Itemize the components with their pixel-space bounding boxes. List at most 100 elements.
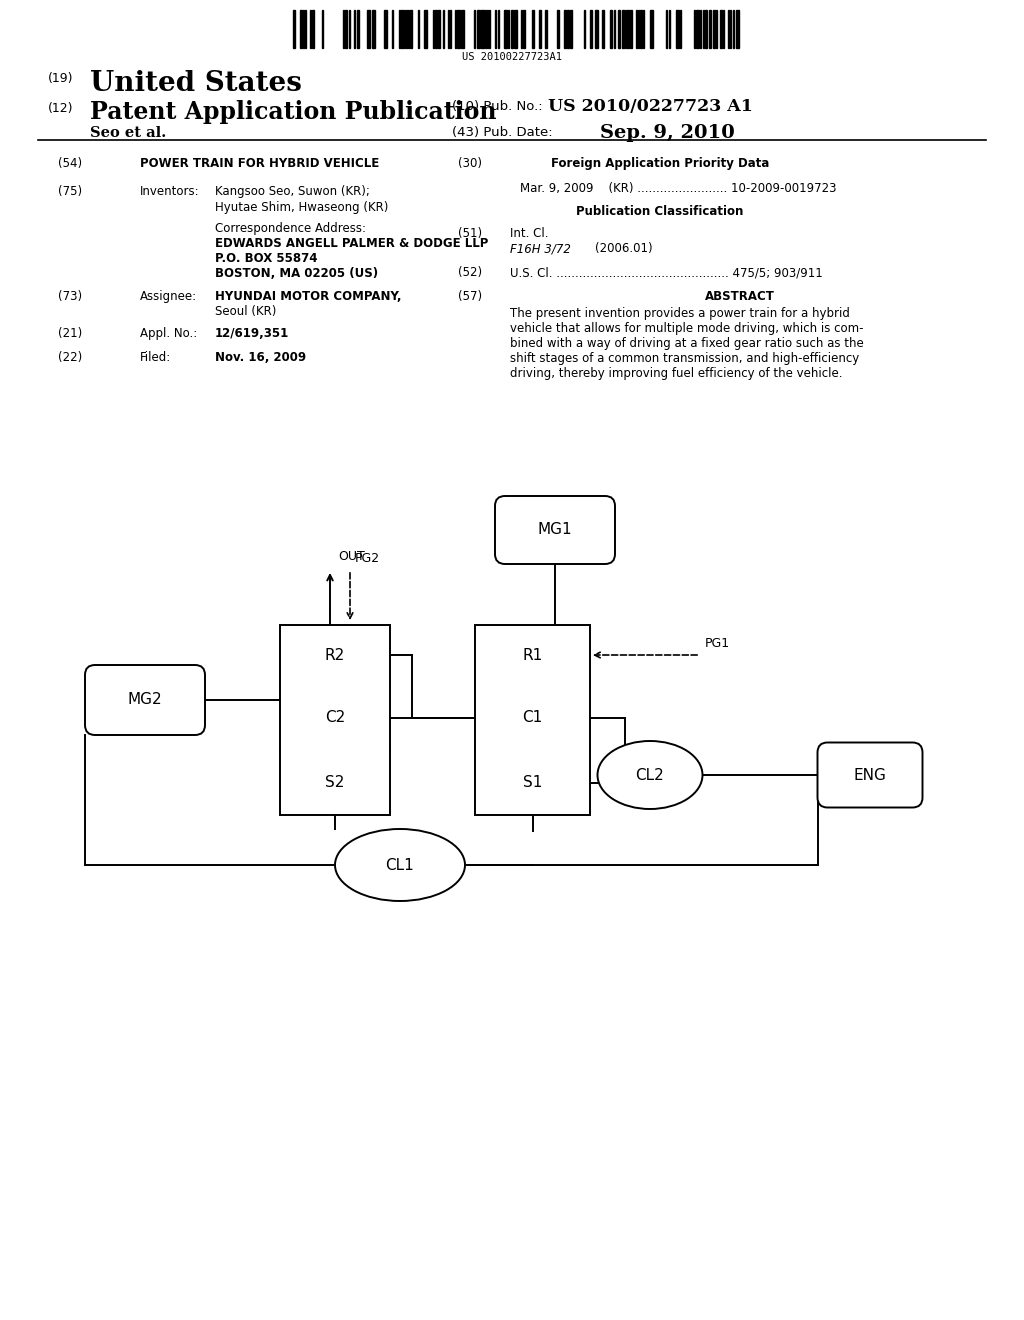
Bar — [595, 11, 598, 48]
Bar — [475, 624, 590, 814]
Bar — [280, 624, 390, 814]
Bar — [610, 11, 612, 48]
Text: PG1: PG1 — [705, 638, 730, 649]
Bar — [457, 11, 460, 48]
Text: vehicle that allows for multiple mode driving, which is com-: vehicle that allows for multiple mode dr… — [510, 322, 863, 335]
Text: (12): (12) — [48, 102, 74, 115]
Text: driving, thereby improving fuel efficiency of the vehicle.: driving, thereby improving fuel efficien… — [510, 367, 843, 380]
Bar — [435, 11, 437, 48]
Bar — [357, 11, 359, 48]
Text: P.O. BOX 55874: P.O. BOX 55874 — [215, 252, 317, 265]
Bar — [640, 11, 642, 48]
Text: OUT: OUT — [338, 550, 365, 564]
Bar — [720, 11, 722, 48]
Text: (10) Pub. No.:: (10) Pub. No.: — [452, 100, 543, 114]
Text: The present invention provides a power train for a hybrid: The present invention provides a power t… — [510, 308, 850, 319]
Bar — [564, 11, 566, 48]
Bar — [567, 11, 569, 48]
Bar — [477, 11, 480, 48]
Bar — [481, 11, 484, 48]
Bar — [300, 11, 302, 48]
Text: C2: C2 — [325, 710, 345, 725]
Text: (30): (30) — [458, 157, 482, 170]
Text: MG2: MG2 — [128, 693, 163, 708]
Bar — [438, 11, 440, 48]
Text: C1: C1 — [522, 710, 543, 725]
Bar — [618, 11, 620, 48]
Text: Publication Classification: Publication Classification — [577, 205, 743, 218]
Bar — [713, 11, 715, 48]
Bar — [590, 11, 592, 48]
Text: S1: S1 — [523, 775, 542, 789]
Bar — [557, 11, 559, 48]
Text: ENG: ENG — [854, 767, 887, 783]
Text: F16H 3/72: F16H 3/72 — [510, 242, 570, 255]
Text: Appl. No.:: Appl. No.: — [140, 327, 198, 341]
Bar — [676, 11, 679, 48]
Text: U.S. Cl. .............................................. 475/5; 903/911: U.S. Cl. ...............................… — [510, 267, 822, 279]
Text: US 2010/0227723 A1: US 2010/0227723 A1 — [548, 98, 753, 115]
Bar — [401, 11, 403, 48]
Bar — [293, 11, 295, 48]
Text: CL1: CL1 — [386, 858, 415, 873]
Bar — [504, 11, 507, 48]
Bar — [532, 11, 534, 48]
Bar — [650, 11, 653, 48]
Bar — [424, 11, 427, 48]
Text: US 20100227723A1: US 20100227723A1 — [462, 51, 562, 62]
Ellipse shape — [335, 829, 465, 902]
Text: (2006.01): (2006.01) — [595, 242, 652, 255]
Bar — [514, 11, 517, 48]
FancyBboxPatch shape — [85, 665, 205, 735]
Text: Inventors:: Inventors: — [140, 185, 200, 198]
Text: (57): (57) — [458, 290, 482, 304]
Bar — [627, 11, 629, 48]
Text: (54): (54) — [58, 157, 82, 170]
FancyBboxPatch shape — [495, 496, 615, 564]
Text: Patent Application Publication: Patent Application Publication — [90, 100, 497, 124]
Text: POWER TRAIN FOR HYBRID VEHICLE: POWER TRAIN FOR HYBRID VEHICLE — [140, 157, 379, 170]
Text: (73): (73) — [58, 290, 82, 304]
Bar — [410, 11, 412, 48]
Bar — [602, 11, 604, 48]
Text: Kangsoo Seo, Suwon (KR);: Kangsoo Seo, Suwon (KR); — [215, 185, 370, 198]
Bar — [696, 11, 699, 48]
Bar — [345, 11, 347, 48]
Text: Hyutae Shim, Hwaseong (KR): Hyutae Shim, Hwaseong (KR) — [215, 201, 388, 214]
Bar — [312, 11, 314, 48]
Text: PG2: PG2 — [355, 552, 380, 565]
Bar — [539, 11, 541, 48]
Bar — [384, 11, 387, 48]
Bar — [372, 11, 375, 48]
Text: shift stages of a common transmission, and high-efficiency: shift stages of a common transmission, a… — [510, 352, 859, 366]
Text: HYUNDAI MOTOR COMPANY,: HYUNDAI MOTOR COMPANY, — [215, 290, 401, 304]
Bar — [709, 11, 711, 48]
Text: (51): (51) — [458, 227, 482, 240]
Text: Filed:: Filed: — [140, 351, 171, 364]
Text: (52): (52) — [458, 267, 482, 279]
Text: MG1: MG1 — [538, 523, 572, 537]
Ellipse shape — [597, 741, 702, 809]
Bar — [367, 11, 370, 48]
Text: (21): (21) — [58, 327, 82, 341]
Bar — [545, 11, 547, 48]
Text: CL2: CL2 — [636, 767, 665, 783]
Bar — [630, 11, 632, 48]
Text: BOSTON, MA 02205 (US): BOSTON, MA 02205 (US) — [215, 267, 378, 280]
Text: EDWARDS ANGELL PALMER & DODGE LLP: EDWARDS ANGELL PALMER & DODGE LLP — [215, 238, 488, 249]
Text: (75): (75) — [58, 185, 82, 198]
Bar — [523, 11, 525, 48]
Text: (19): (19) — [48, 73, 74, 84]
Text: Foreign Application Priority Data: Foreign Application Priority Data — [551, 157, 769, 170]
Text: Mar. 9, 2009    (KR) ........................ 10-2009-0019723: Mar. 9, 2009 (KR) ......................… — [520, 182, 837, 195]
Bar — [705, 11, 707, 48]
Text: Nov. 16, 2009: Nov. 16, 2009 — [215, 351, 306, 364]
Bar — [511, 11, 513, 48]
Text: Seoul (KR): Seoul (KR) — [215, 305, 276, 318]
Text: R1: R1 — [522, 648, 543, 663]
Bar — [461, 11, 464, 48]
Text: ABSTRACT: ABSTRACT — [706, 290, 775, 304]
Text: Int. Cl.: Int. Cl. — [510, 227, 549, 240]
Text: (22): (22) — [58, 351, 82, 364]
Text: R2: R2 — [325, 648, 345, 663]
